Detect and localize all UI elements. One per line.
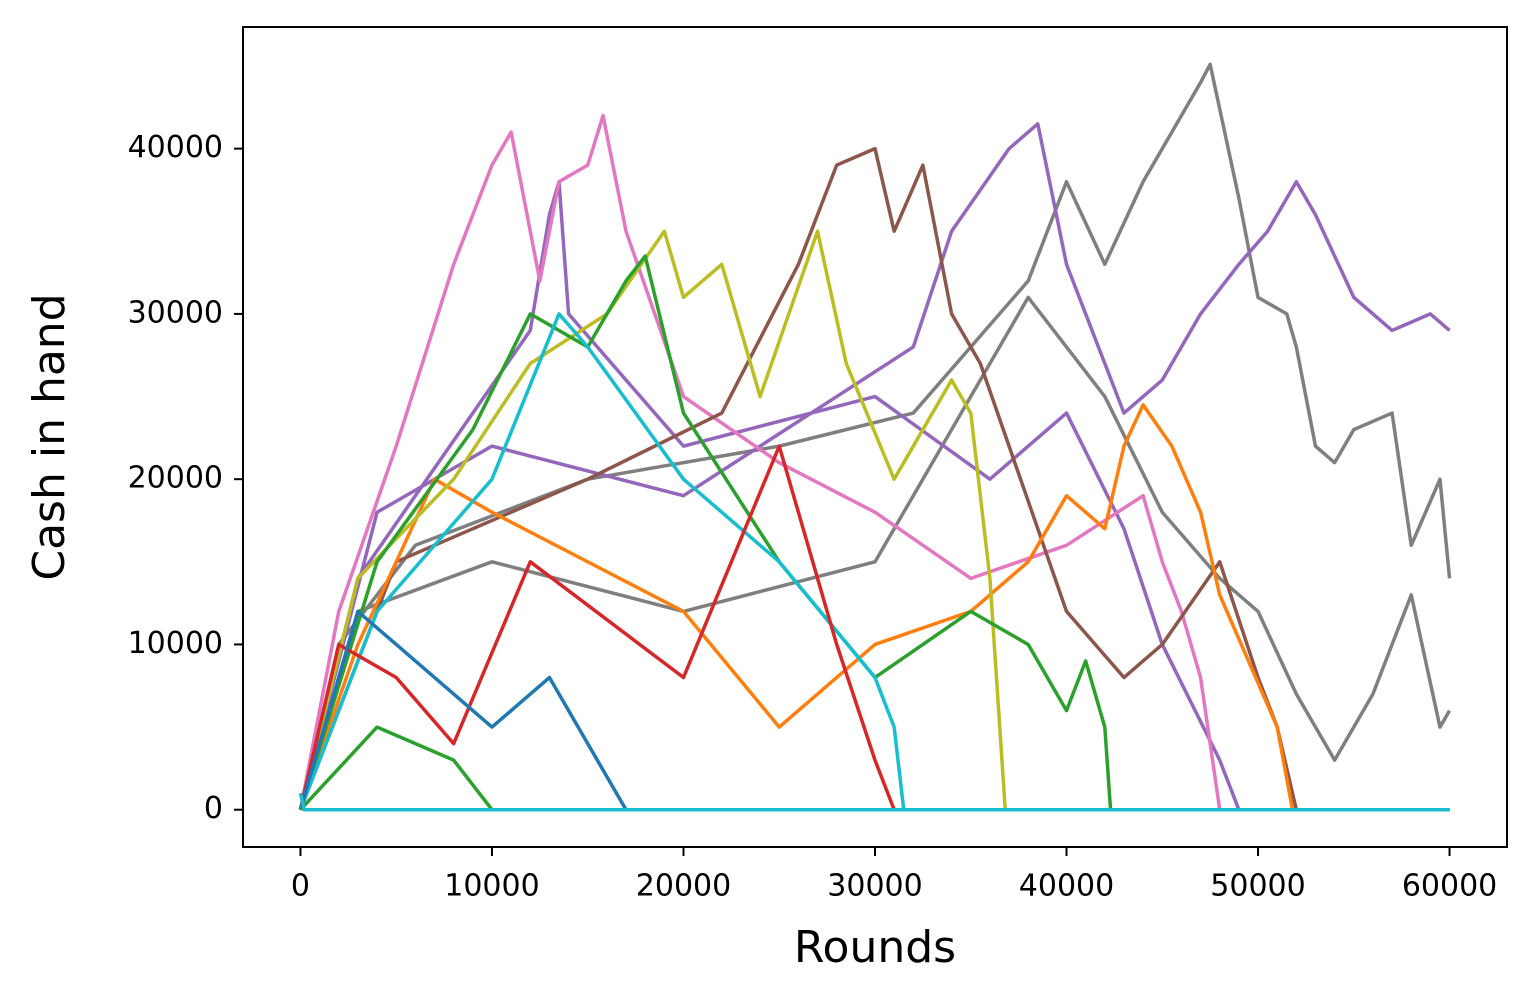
series-line	[298, 229, 1450, 812]
x-tick-label: 0	[291, 869, 310, 904]
x-tick-label: 10000	[444, 869, 539, 904]
y-tick-label: 30000	[128, 295, 223, 330]
series-line	[298, 179, 1450, 812]
series-line	[298, 444, 1450, 812]
y-tick-label: 10000	[128, 626, 223, 661]
x-tick-label: 20000	[636, 869, 731, 904]
plot-area	[298, 62, 1452, 812]
series-line	[298, 792, 1450, 812]
series-line	[298, 609, 1450, 812]
series-line	[298, 62, 1452, 811]
y-tick-label: 40000	[128, 130, 223, 165]
y-tick-label: 20000	[128, 461, 223, 496]
series-line	[298, 146, 1450, 812]
series-line	[298, 312, 1450, 812]
x-tick-label: 30000	[827, 869, 922, 904]
series-line	[298, 113, 1450, 812]
y-axis-label: Cash in hand	[24, 293, 75, 580]
x-tick-label: 60000	[1402, 869, 1497, 904]
series-line	[298, 122, 1451, 811]
y-tick-label: 0	[204, 791, 223, 826]
x-axis-label: Rounds	[794, 922, 956, 973]
x-tick-label: 50000	[1210, 869, 1305, 904]
series-line	[299, 725, 1450, 812]
series-line	[298, 295, 1452, 811]
series-line	[298, 403, 1450, 812]
x-tick-label: 40000	[1019, 869, 1114, 904]
